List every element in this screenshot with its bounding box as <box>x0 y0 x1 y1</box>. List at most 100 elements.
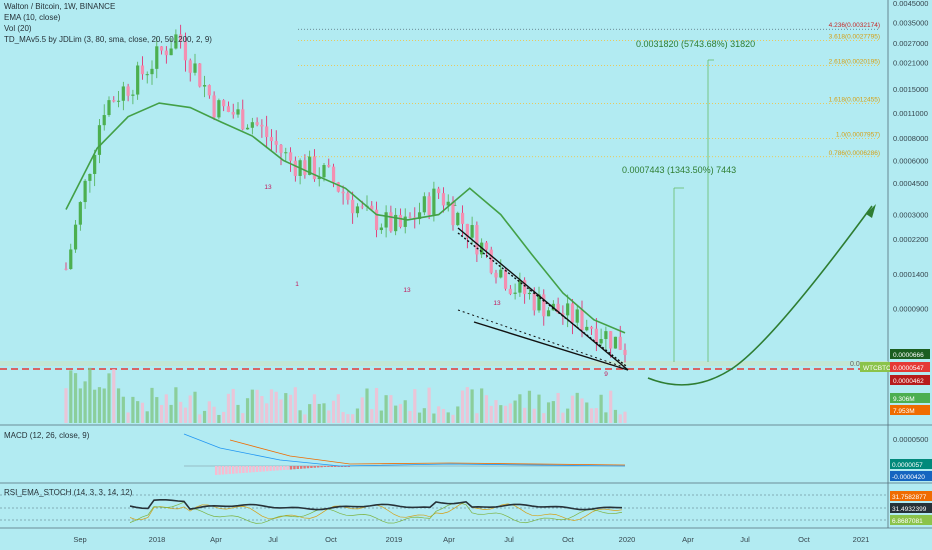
volume-bar-18 <box>150 387 154 423</box>
time-tick-7: Jul <box>504 535 514 544</box>
volume-bar-96 <box>523 407 527 423</box>
macd-hist-7 <box>238 466 242 474</box>
macd-hist-25 <box>300 466 303 469</box>
volume-bar-88 <box>484 395 489 423</box>
volume-legend: Vol (20) <box>4 24 32 33</box>
volume-bar-105 <box>566 408 570 423</box>
macd-hist-0 <box>215 466 218 475</box>
price-badge-bg-2 <box>890 362 930 372</box>
candle-body-76 <box>427 196 431 215</box>
candle-body-5 <box>88 173 92 181</box>
candle-body-83 <box>460 212 465 224</box>
volume-bar-68 <box>389 395 393 423</box>
macd-hist-10 <box>249 466 252 473</box>
ema-legend: EMA (10, close) <box>4 13 61 22</box>
candle-body-12 <box>121 86 125 101</box>
volume-bar-52 <box>312 394 317 423</box>
macd-badge-1: -0.0000420 <box>892 474 925 481</box>
candle-body-54 <box>322 165 326 178</box>
candle-body-55 <box>327 165 331 167</box>
volume-bar-30 <box>207 401 211 423</box>
candle-body-81 <box>451 201 455 226</box>
ema-line <box>65 102 626 334</box>
macd-hist-8 <box>242 466 245 473</box>
candle-body-13 <box>126 86 130 96</box>
price-tick-8: 0.0004500 <box>893 179 928 188</box>
candle-body-21 <box>164 50 168 56</box>
volume-bar-71 <box>403 400 407 423</box>
candle-body-46 <box>284 152 288 154</box>
time-axis[interactable] <box>0 528 932 550</box>
macd-hist-2 <box>221 466 225 475</box>
rsi-badge-2: 6.8687081 <box>892 518 923 525</box>
volume-bar-116 <box>618 414 622 423</box>
volume-bar-95 <box>518 394 522 423</box>
rsi-pane[interactable] <box>0 483 888 528</box>
candle-body-78 <box>437 188 441 194</box>
rsi-badge-0: 31.7582877 <box>892 494 927 501</box>
macd-signal-line <box>229 439 626 466</box>
macd-hist-26 <box>303 466 306 469</box>
macd-badges: 0.0000057 -0.0000420 <box>890 459 932 481</box>
macd-hist-29 <box>313 466 316 468</box>
volume-bar-100 <box>542 413 546 423</box>
candle-body-75 <box>422 196 426 213</box>
candle-body-34 <box>226 106 231 112</box>
main-pane[interactable] <box>0 0 888 425</box>
candle-body-30 <box>207 85 211 96</box>
macd-hist-5 <box>232 466 235 474</box>
candle-body-17 <box>145 74 149 76</box>
volume-bar-76 <box>427 387 431 423</box>
time-tick-labels: Sep 2018 Apr Jul Oct 2019 Apr Jul Oct 2020 Apr Jul O… <box>73 535 869 544</box>
wedge-upper-line <box>457 227 629 371</box>
candle-body-61 <box>355 206 360 214</box>
macd-hist-37 <box>340 466 344 467</box>
volume-bar-48 <box>293 387 297 423</box>
volume-bar-85 <box>470 389 474 423</box>
candle-body-57 <box>336 182 340 192</box>
volume-bar-102 <box>551 401 555 423</box>
candle-body-53 <box>317 177 321 180</box>
price-tick-0: 0.0045000 <box>893 0 928 8</box>
price-badge-bg-5 <box>890 405 930 415</box>
macd-pane[interactable] <box>0 425 888 483</box>
candle-body-29 <box>202 85 207 87</box>
price-tick-11: 0.0001400 <box>893 270 928 279</box>
volume-bar-19 <box>155 397 159 423</box>
volume-bar-54 <box>322 403 326 423</box>
volume-bar-63 <box>365 388 369 423</box>
candle-body-86 <box>475 225 479 255</box>
price-badge-3: 0.0000462 <box>893 378 924 385</box>
price-badge-4: 9.306M <box>893 396 915 403</box>
macd-hist-33 <box>327 466 330 467</box>
candle-body-20 <box>159 46 164 51</box>
candle-body-96 <box>523 280 527 295</box>
volume-bar-49 <box>298 410 302 423</box>
price-axis[interactable] <box>888 0 932 528</box>
time-tick-6: Apr <box>443 535 455 544</box>
fib-label-2: 2.618(0.0020195) <box>829 59 880 66</box>
time-tick-4: Oct <box>325 535 338 544</box>
volume-bar-64 <box>370 409 374 423</box>
time-tick-12: Oct <box>798 535 811 544</box>
volume-bar-51 <box>308 404 312 423</box>
volume-bar-16 <box>140 402 145 423</box>
candle-body-37 <box>241 109 245 130</box>
time-tick-8: Oct <box>562 535 575 544</box>
td-legend: TD_MAv5.5 by JDLim (3, 80, sma, close, 2… <box>4 35 212 44</box>
time-tick-10: Apr <box>682 535 694 544</box>
candle-body-88 <box>484 242 489 250</box>
candle-body-10 <box>112 100 116 102</box>
candle-body-19 <box>155 46 159 69</box>
volume-bar-42 <box>265 403 269 423</box>
price-tick-2: 0.0027000 <box>893 39 928 48</box>
price-tick-3: 0.0021000 <box>893 59 928 68</box>
td-count-4: 13 <box>493 300 501 307</box>
candle-body-64 <box>370 205 374 210</box>
candle-body-116 <box>618 336 622 350</box>
macd-hist-14 <box>262 466 265 472</box>
candle-body-108 <box>580 309 584 331</box>
candle-body-106 <box>570 303 575 323</box>
